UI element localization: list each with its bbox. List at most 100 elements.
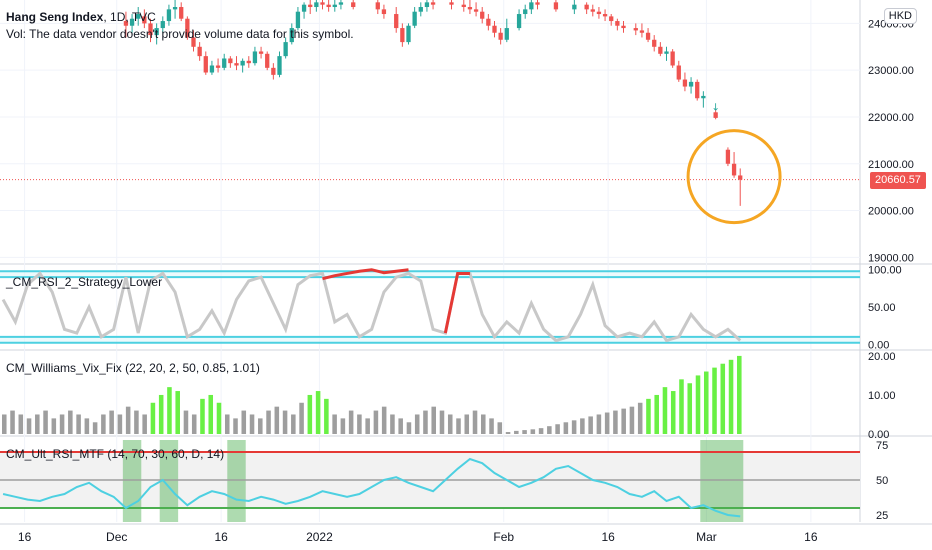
candle-body bbox=[430, 2, 436, 5]
candle-body bbox=[529, 2, 534, 10]
williams-vix-fix-pane[interactable] bbox=[2, 355, 742, 434]
candle-body bbox=[418, 7, 423, 12]
vix-bar bbox=[629, 406, 635, 434]
chart-axes: 19000.00 20000.00 21000.00 22000.00 23000.00… bbox=[18, 18, 914, 544]
candle-body bbox=[713, 112, 718, 118]
candle-body bbox=[252, 51, 258, 64]
candle-body bbox=[185, 18, 190, 38]
candle-body bbox=[375, 2, 380, 10]
vix-bar bbox=[613, 410, 618, 434]
candle-body bbox=[166, 9, 172, 22]
candle-body bbox=[160, 21, 165, 29]
vix-bar bbox=[538, 428, 544, 434]
candle-body bbox=[596, 11, 602, 15]
vix-bar bbox=[134, 410, 139, 434]
vix-bar bbox=[233, 418, 238, 434]
candle-body bbox=[136, 14, 141, 19]
candle-body bbox=[332, 4, 337, 8]
ult-tick-label: 50 bbox=[876, 475, 888, 487]
rsi-tick-label: 100.00 bbox=[868, 265, 902, 277]
vix-bar bbox=[406, 422, 412, 434]
vix-bar bbox=[365, 418, 370, 434]
vix-bar bbox=[224, 414, 230, 434]
candle-body bbox=[320, 2, 325, 5]
vix-bar bbox=[35, 414, 40, 434]
vix-bar bbox=[307, 394, 313, 434]
time-tick-label: 16 bbox=[804, 530, 818, 544]
currency-badge[interactable]: HKD bbox=[883, 8, 917, 24]
vix-bar bbox=[712, 367, 717, 434]
candle-body bbox=[676, 65, 681, 80]
candle-body bbox=[492, 25, 497, 33]
candle-body bbox=[645, 32, 651, 40]
vix-bar bbox=[340, 418, 346, 434]
vix-tick-label: 0.00 bbox=[868, 429, 889, 441]
volume-note: Vol: The data vendor doesn't provide vol… bbox=[6, 27, 354, 41]
candle-body bbox=[295, 11, 301, 29]
vix-bar bbox=[109, 410, 114, 434]
vix-bar bbox=[291, 414, 296, 434]
candle-body bbox=[394, 14, 399, 29]
ult-rsi-mtf-pane[interactable] bbox=[0, 440, 860, 522]
candle-body bbox=[658, 46, 663, 54]
candle-body bbox=[412, 11, 417, 26]
vix-bar bbox=[728, 359, 734, 434]
candle-body bbox=[621, 25, 626, 29]
vix-bar bbox=[481, 414, 486, 434]
vix-bar bbox=[282, 410, 288, 434]
candle-body bbox=[652, 39, 657, 47]
vix-bar bbox=[117, 414, 123, 434]
candle-body bbox=[480, 11, 485, 19]
candle-body bbox=[203, 56, 208, 73]
candle-body bbox=[498, 32, 503, 40]
candle-body bbox=[473, 9, 479, 12]
candle-body bbox=[215, 65, 221, 68]
vix-pane-title[interactable]: CM_Williams_Vix_Fix (22, 20, 2, 50, 0.85… bbox=[6, 361, 260, 375]
rsi-highlight-line bbox=[443, 271, 470, 334]
vix-bar bbox=[423, 410, 428, 434]
last-price-tag: 20660.57 bbox=[870, 172, 926, 189]
rsi-pane-title[interactable]: _CM_RSI_2_Strategy_Lower bbox=[6, 275, 163, 289]
candle-body bbox=[129, 18, 135, 26]
vix-bar bbox=[183, 410, 189, 434]
rsi-strategy-pane[interactable] bbox=[0, 268, 860, 344]
vix-bar bbox=[621, 408, 626, 434]
candle-body bbox=[523, 9, 528, 15]
candle-body bbox=[142, 16, 147, 24]
vix-bar bbox=[249, 414, 255, 434]
candle-body bbox=[228, 58, 233, 64]
vix-bar bbox=[497, 422, 503, 434]
time-tick-label: 16 bbox=[601, 530, 615, 544]
candle-body bbox=[731, 163, 737, 176]
vix-bar bbox=[580, 418, 585, 434]
vix-bar bbox=[266, 410, 271, 434]
vix-bar bbox=[2, 414, 7, 434]
candle-body bbox=[148, 23, 153, 36]
time-tick-label: 16 bbox=[18, 530, 32, 544]
vix-bar bbox=[43, 410, 48, 434]
vix-bar bbox=[142, 414, 147, 434]
vix-bar bbox=[92, 422, 98, 434]
time-tick-label: Feb bbox=[493, 530, 514, 544]
candle-body bbox=[222, 58, 227, 68]
ult-pane-title[interactable]: CM_Ult_RSI_MTF (14, 70, 30, 60, D, 14) bbox=[6, 447, 225, 461]
vix-bar bbox=[299, 402, 304, 434]
vix-bar bbox=[646, 398, 651, 434]
vix-bar bbox=[703, 371, 709, 434]
candle-body bbox=[381, 9, 387, 15]
candle-body bbox=[615, 21, 620, 26]
vix-bar bbox=[472, 410, 478, 434]
vix-bar bbox=[26, 418, 32, 434]
vix-bar bbox=[695, 375, 701, 434]
rsi-tick-label: 0.00 bbox=[868, 339, 889, 351]
candle-body bbox=[535, 2, 540, 5]
candle-body bbox=[553, 2, 559, 10]
vix-bar bbox=[84, 418, 90, 434]
price-pane[interactable]: ↓ bbox=[0, 0, 860, 225]
vix-bar bbox=[514, 430, 519, 434]
candle-body bbox=[246, 60, 251, 64]
candle-body bbox=[584, 4, 589, 10]
vix-bar bbox=[679, 379, 684, 434]
vix-bar bbox=[200, 398, 205, 434]
candle-body bbox=[424, 2, 430, 8]
